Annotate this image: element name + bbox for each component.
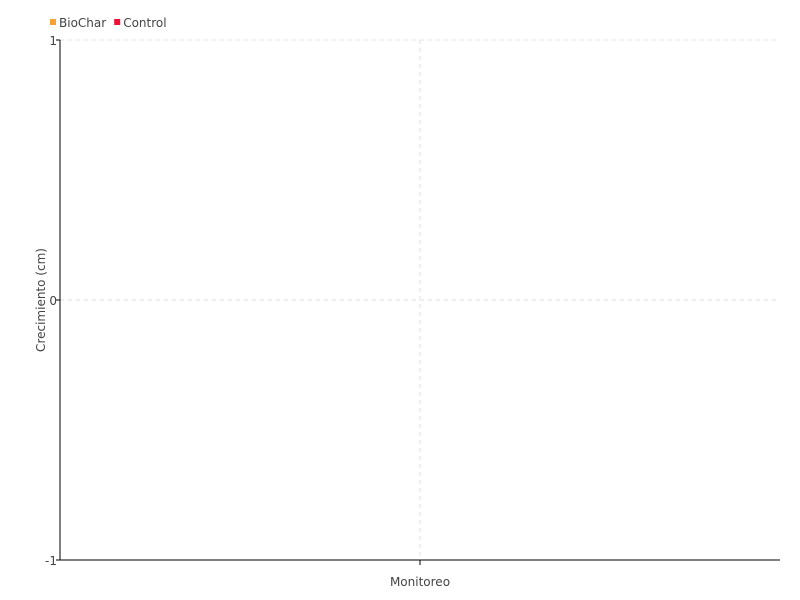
legend: BioChar Control <box>50 16 167 30</box>
legend-label-control: Control <box>123 16 166 30</box>
legend-swatch-control <box>114 19 121 25</box>
y-tick-label: 1 <box>49 34 57 48</box>
y-tick-label: -1 <box>45 554 57 568</box>
grid <box>60 39 780 561</box>
axes: 1 0 -1 <box>45 34 780 568</box>
legend-swatch-biochar <box>50 19 56 25</box>
y-axis-label: Crecimiento (cm) <box>34 248 48 352</box>
y-tick-label: 0 <box>49 294 57 308</box>
legend-label-biochar: BioChar <box>59 16 106 30</box>
x-axis-label: Monitoreo <box>390 575 450 589</box>
